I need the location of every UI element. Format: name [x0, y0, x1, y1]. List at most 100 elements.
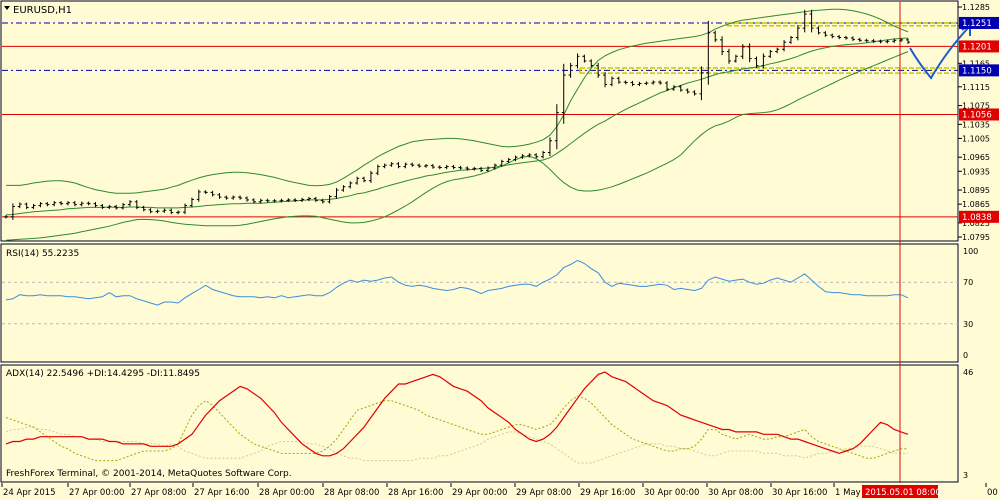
- price-bar: [603, 72, 608, 88]
- adx-title: ADX(14) 22.5496 +DI:14.4295 -DI:11.8495: [6, 369, 200, 379]
- price-bar: [671, 85, 676, 91]
- price-level-label: 1.0838: [962, 213, 992, 223]
- price-level-label: 1.1056: [962, 110, 992, 120]
- price-tick-label: 1.0935: [962, 167, 990, 176]
- price-bar: [17, 202, 22, 209]
- price-bar: [782, 40, 787, 52]
- price-tick-label: 1.0795: [962, 233, 990, 242]
- price-bar: [176, 210, 181, 215]
- price-bar: [775, 47, 780, 54]
- price-bar: [534, 153, 539, 159]
- price-bar: [65, 201, 70, 206]
- price-tick-label: 1.1005: [962, 134, 990, 143]
- price-bar: [630, 80, 635, 87]
- price-bar: [327, 194, 332, 204]
- time-tick-label: 24 Apr 2015: [3, 488, 56, 498]
- price-bar: [389, 162, 394, 167]
- time-tick-label: 28 Apr 08:00: [324, 488, 379, 498]
- price-bar: [809, 9, 814, 33]
- price-bar: [162, 208, 167, 213]
- rsi-tick-label: 0: [963, 351, 968, 360]
- price-tick-label: 1.0965: [962, 153, 990, 162]
- adx-indicator: [5, 371, 909, 464]
- projection-path: [909, 27, 969, 80]
- price-tick-label: 1.0895: [962, 186, 990, 195]
- price-bar: [155, 209, 160, 214]
- price-bar: [293, 198, 298, 203]
- price-tick-label: 1.1285: [962, 3, 990, 12]
- price-bar: [382, 163, 387, 169]
- price-bar: [355, 176, 360, 185]
- price-bar: [313, 196, 318, 203]
- price-bar: [506, 157, 511, 164]
- price-bar: [850, 36, 855, 42]
- price-bar: [658, 80, 663, 85]
- price-level-box: [959, 210, 999, 223]
- time-tick-label: 28 Apr 16:00: [388, 488, 443, 498]
- price-bar: [134, 200, 139, 210]
- bollinger-middle-band: [5, 37, 909, 216]
- price-bar: [458, 165, 463, 170]
- price-bar: [148, 208, 153, 214]
- price-bar: [375, 164, 380, 176]
- price-bar: [520, 154, 525, 159]
- price-bar: [665, 81, 670, 91]
- price-bar: [368, 170, 373, 183]
- price-bar: [768, 49, 773, 58]
- price-bar: [52, 201, 57, 207]
- price-bar: [499, 159, 504, 167]
- price-bar: [878, 39, 883, 44]
- chevron-down-icon[interactable]: [4, 6, 10, 10]
- horizontal-levels: [2, 22, 958, 218]
- time-tick-label: 29 Apr 16:00: [580, 488, 635, 498]
- time-tick-label: 27 Apr 08:00: [131, 488, 186, 498]
- price-bar: [244, 196, 249, 202]
- rsi-panel-background: [0, 243, 959, 363]
- price-tick-label: 1.1165: [962, 59, 990, 68]
- price-bar: [203, 190, 208, 195]
- price-bar: [189, 197, 194, 208]
- price-bar: [196, 189, 201, 202]
- price-level-label: 1.1150: [962, 66, 992, 76]
- price-bar: [720, 36, 725, 56]
- symbol-menu[interactable]: EURUSD,H1: [4, 5, 72, 16]
- adx-line: [5, 371, 909, 457]
- price-bar: [788, 35, 793, 44]
- adx-panel-background: [0, 364, 959, 483]
- price-level-box: [959, 16, 999, 29]
- price-bar: [279, 198, 284, 203]
- rsi-tick-label: 70: [963, 278, 973, 287]
- price-bar: [424, 164, 429, 168]
- price-bar: [410, 162, 415, 167]
- price-bar: [320, 198, 325, 204]
- price-bar: [362, 176, 367, 183]
- price-bar: [541, 150, 546, 159]
- price-bar: [334, 188, 339, 199]
- price-bar: [568, 62, 573, 78]
- price-bar: [38, 202, 43, 208]
- price-bar: [485, 166, 490, 172]
- price-bar: [547, 137, 552, 157]
- minus-di-line: [5, 426, 908, 464]
- price-bar: [795, 25, 800, 41]
- price-bar: [341, 185, 346, 192]
- time-tick-label: 30 Apr 00:00: [644, 488, 699, 498]
- price-level-box: [959, 40, 999, 53]
- price-bar: [251, 198, 256, 204]
- price-bar: [706, 20, 711, 85]
- price-bar: [892, 38, 897, 43]
- rsi-title: RSI(14) 55.2235: [6, 249, 79, 259]
- price-zones: [579, 22, 958, 74]
- price-bar: [513, 155, 518, 162]
- price-bar: [100, 203, 105, 210]
- price-tick-label: 1.0865: [962, 200, 990, 209]
- bollinger-lower-band: [5, 51, 909, 241]
- price-bar: [348, 181, 353, 189]
- price-level-label: 1.1251: [962, 19, 992, 29]
- price-bar: [4, 215, 8, 219]
- price-bar: [141, 205, 146, 212]
- price-bar: [713, 30, 718, 42]
- adx-tick-label: 46: [963, 368, 973, 377]
